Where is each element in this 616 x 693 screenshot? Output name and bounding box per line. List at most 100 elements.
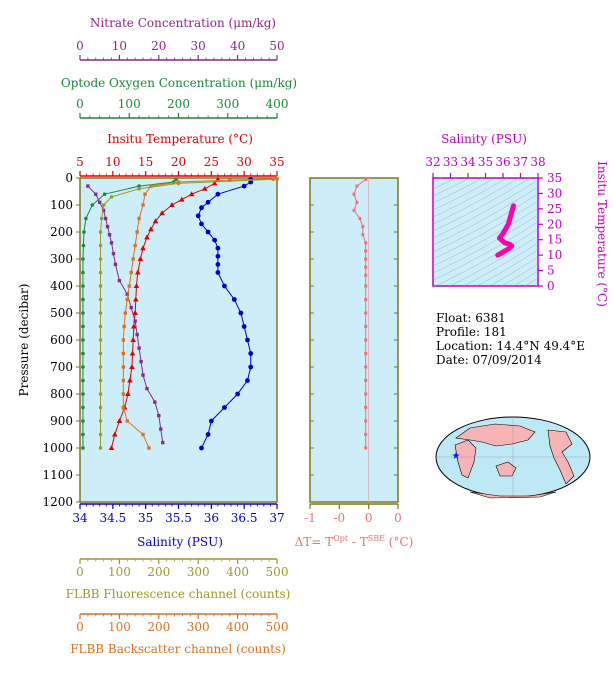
density-contour xyxy=(413,27,558,107)
density-contour xyxy=(463,242,538,286)
backscatter-point xyxy=(143,192,147,196)
temperature-point xyxy=(152,218,159,224)
ts-density-contours xyxy=(413,20,558,286)
backscatter-point xyxy=(131,257,135,261)
temperature-point xyxy=(144,234,150,240)
temperature-point xyxy=(133,296,139,302)
temperature-point xyxy=(129,350,136,356)
density-contour xyxy=(413,48,558,128)
salinity-point xyxy=(222,283,227,289)
salinity-point xyxy=(212,237,218,243)
oxygen-point xyxy=(81,270,85,275)
density-contour xyxy=(413,34,558,114)
fluorescence-point xyxy=(98,243,103,248)
oxygen-axis-title: Optode Oxygen Concentration (μm/kg) xyxy=(61,76,297,90)
ts-y-tick-label: 5 xyxy=(547,264,555,278)
nitrate-point xyxy=(105,224,110,229)
density-contour xyxy=(433,178,496,211)
globe-map: ★ xyxy=(435,416,591,499)
temperature-point xyxy=(125,391,131,396)
fluorescence-tick-label: 300 xyxy=(187,565,210,579)
ts-y-tick-label: 35 xyxy=(547,171,562,185)
oxygen-point xyxy=(137,184,141,188)
oxygen-tick-label: 300 xyxy=(216,97,239,111)
ts-series xyxy=(495,203,516,258)
pressure-tick-label: 1100 xyxy=(42,468,73,482)
nitrate-point xyxy=(125,292,129,296)
backscatter-point xyxy=(137,216,141,221)
backscatter-point xyxy=(129,270,133,275)
delta-point xyxy=(364,265,368,269)
delta-point xyxy=(352,208,356,212)
salinity-point xyxy=(199,205,204,211)
delta-point xyxy=(352,192,356,196)
oxygen-tick-label: 0 xyxy=(76,97,84,111)
density-contour xyxy=(413,20,558,100)
temperature-point xyxy=(178,196,185,202)
oxygen-tick-label: 100 xyxy=(118,97,141,111)
fluorescence-point xyxy=(137,187,141,191)
salinity-point xyxy=(215,270,221,275)
ts-x-tick-label: 35 xyxy=(478,155,493,169)
fluorescence-point xyxy=(99,216,104,221)
density-contour xyxy=(433,179,538,239)
temperature-tick-label: 30 xyxy=(237,155,252,169)
oxygen-point xyxy=(81,338,85,342)
delta-tick-label: 0 xyxy=(365,511,373,525)
density-contour xyxy=(433,178,508,218)
delta-point xyxy=(364,406,368,409)
backscatter-point xyxy=(121,365,126,369)
ts-y-tick-label: 10 xyxy=(547,248,562,262)
density-contour xyxy=(433,214,538,274)
nitrate-point xyxy=(137,346,141,350)
oxygen-point xyxy=(81,257,85,261)
fluorescence-point xyxy=(98,392,103,396)
backscatter-tick-label: 400 xyxy=(226,620,249,634)
backscatter-point xyxy=(121,351,126,356)
fluorescence-point xyxy=(98,230,103,234)
temperature-axis: 5 10 15 20 25 30 35 xyxy=(76,155,285,177)
backscatter-axis: 0 100 200 300 400 500 xyxy=(76,613,288,634)
delta-point xyxy=(364,446,368,450)
density-contour xyxy=(434,228,538,286)
delta-point xyxy=(364,241,368,245)
temperature-tick-label: 10 xyxy=(105,155,120,169)
nitrate-tick-label: 20 xyxy=(151,39,166,53)
pressure-tick-label: 500 xyxy=(50,306,73,320)
salinity-tick-label: 34 xyxy=(72,511,88,525)
oxygen-point xyxy=(84,216,88,221)
backscatter-point xyxy=(141,203,145,207)
salinity-point xyxy=(248,351,254,356)
backscatter-tick-label: 300 xyxy=(187,620,210,634)
delta-point xyxy=(364,273,368,277)
backscatter-point xyxy=(147,446,151,450)
backscatter-point xyxy=(275,177,279,181)
fluorescence-point xyxy=(98,405,103,410)
pressure-tick-label: 100 xyxy=(50,198,73,212)
oxygen-point xyxy=(174,177,178,182)
temperature-point xyxy=(131,323,137,329)
nitrate-point xyxy=(107,233,112,237)
fluorescence-point xyxy=(98,311,103,315)
fluorescence-tick-label: 200 xyxy=(147,565,170,579)
nitrate-point xyxy=(153,400,157,404)
density-contour xyxy=(433,207,538,267)
pressure-tick-label: 400 xyxy=(50,279,73,293)
ts-x-tick-label: 32 xyxy=(425,155,440,169)
land-africa xyxy=(454,439,477,479)
backscatter-point xyxy=(122,324,126,329)
backscatter-tick-label: 200 xyxy=(147,620,170,634)
nitrate-point xyxy=(86,184,90,188)
nitrate-point xyxy=(161,440,165,445)
backscatter-point xyxy=(176,180,181,184)
delta-point xyxy=(358,217,362,220)
density-contour xyxy=(476,249,538,286)
temperature-point xyxy=(132,310,138,315)
delta-point xyxy=(364,392,368,396)
oxygen-axis: 0 100 200 300 400 xyxy=(76,97,288,119)
oxygen-point xyxy=(81,419,85,423)
density-contour xyxy=(433,186,538,246)
date: Date: 07/09/2014 xyxy=(436,353,542,367)
